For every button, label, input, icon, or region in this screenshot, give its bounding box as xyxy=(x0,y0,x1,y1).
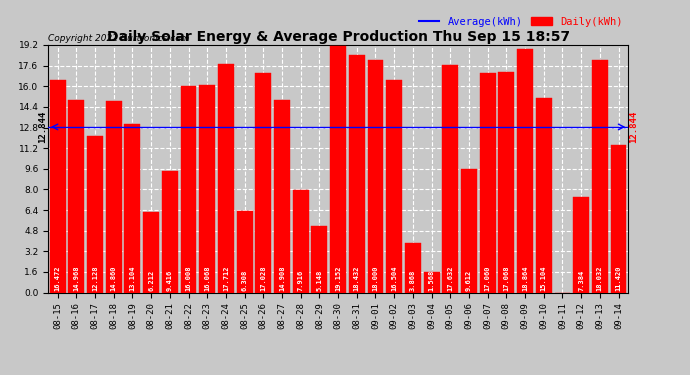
Bar xyxy=(498,72,514,292)
Bar xyxy=(124,124,140,292)
Text: 16.068: 16.068 xyxy=(204,266,210,291)
Bar xyxy=(480,73,495,292)
Text: 17.028: 17.028 xyxy=(260,266,266,291)
Bar xyxy=(144,212,159,292)
Text: 18.000: 18.000 xyxy=(373,266,379,291)
Bar xyxy=(106,101,121,292)
Bar xyxy=(68,99,84,292)
Text: 9.416: 9.416 xyxy=(167,270,172,291)
Text: 18.032: 18.032 xyxy=(597,266,603,291)
Legend: Average(kWh), Daily(kWh): Average(kWh), Daily(kWh) xyxy=(419,17,622,27)
Title: Daily Solar Energy & Average Production Thu Sep 15 18:57: Daily Solar Energy & Average Production … xyxy=(106,30,570,44)
Text: 17.060: 17.060 xyxy=(484,266,491,291)
Bar xyxy=(405,243,421,292)
Bar xyxy=(349,55,365,292)
Bar xyxy=(218,64,234,292)
Text: 3.868: 3.868 xyxy=(410,270,416,291)
Text: 16.504: 16.504 xyxy=(391,266,397,291)
Text: 13.104: 13.104 xyxy=(130,266,135,291)
Text: Copyright 2022 Curtronics.com: Copyright 2022 Curtronics.com xyxy=(48,33,190,42)
Bar xyxy=(199,86,215,292)
Bar xyxy=(181,86,197,292)
Text: 14.968: 14.968 xyxy=(73,266,79,291)
Text: 16.472: 16.472 xyxy=(55,266,61,291)
Bar xyxy=(274,100,290,292)
Text: 7.384: 7.384 xyxy=(578,270,584,291)
Bar xyxy=(517,50,533,292)
Text: 11.420: 11.420 xyxy=(615,266,622,291)
Text: 12.844: 12.844 xyxy=(39,111,48,143)
Bar xyxy=(293,190,308,292)
Bar xyxy=(330,46,346,292)
Bar xyxy=(442,65,458,292)
Text: 5.148: 5.148 xyxy=(317,270,322,291)
Bar xyxy=(255,73,271,292)
Bar xyxy=(50,80,66,292)
Bar xyxy=(536,98,552,292)
Text: 12.128: 12.128 xyxy=(92,266,98,291)
Text: 12.844: 12.844 xyxy=(629,111,638,143)
Text: 6.308: 6.308 xyxy=(241,270,248,291)
Text: 1.568: 1.568 xyxy=(428,270,435,291)
Text: 14.908: 14.908 xyxy=(279,266,285,291)
Bar xyxy=(461,169,477,292)
Text: 17.712: 17.712 xyxy=(223,266,229,291)
Text: 18.864: 18.864 xyxy=(522,266,528,291)
Text: 17.632: 17.632 xyxy=(447,266,453,291)
Bar xyxy=(162,171,178,292)
Bar xyxy=(386,80,402,292)
Text: 7.916: 7.916 xyxy=(297,270,304,291)
Text: 15.104: 15.104 xyxy=(541,266,546,291)
Bar xyxy=(424,272,440,292)
Text: 6.212: 6.212 xyxy=(148,270,154,291)
Text: 14.860: 14.860 xyxy=(110,266,117,291)
Text: 19.152: 19.152 xyxy=(335,266,341,291)
Bar xyxy=(368,60,384,292)
Text: 18.432: 18.432 xyxy=(354,266,359,291)
Text: 16.008: 16.008 xyxy=(186,266,192,291)
Bar xyxy=(611,145,627,292)
Bar xyxy=(592,60,608,292)
Bar xyxy=(87,136,103,292)
Bar xyxy=(573,197,589,292)
Bar xyxy=(237,211,253,292)
Text: 17.068: 17.068 xyxy=(504,266,509,291)
Bar xyxy=(311,226,327,292)
Text: 9.612: 9.612 xyxy=(466,270,472,291)
